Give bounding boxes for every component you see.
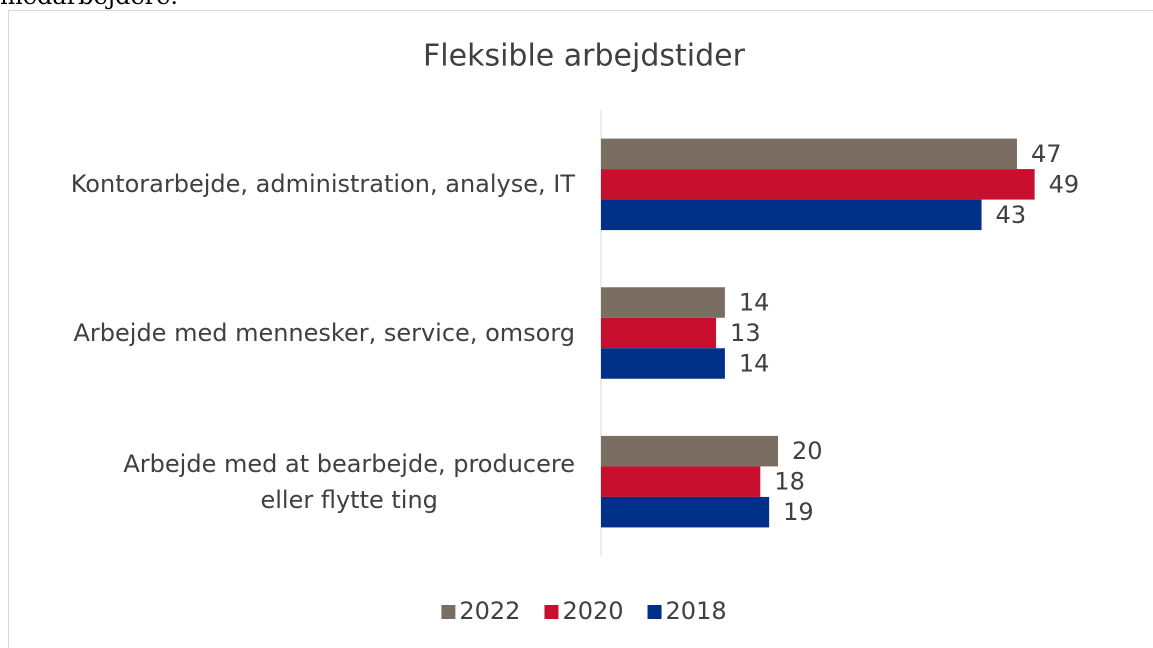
- bar: [601, 466, 761, 497]
- legend-label: 2020: [562, 597, 623, 625]
- bar: [601, 169, 1035, 200]
- category-label: Arbejde med mennesker, service, omsorg: [73, 319, 575, 347]
- legend-label: 2022: [459, 597, 520, 625]
- bar: [601, 317, 717, 349]
- legend-swatch: [544, 605, 559, 619]
- text-above: medarbejdere.: [0, 0, 178, 10]
- value-label: 47: [1031, 140, 1062, 168]
- chart-title: Fleksible arbejdstider: [423, 39, 746, 74]
- legend-swatch: [647, 605, 662, 619]
- bar: [601, 435, 778, 467]
- chart-frame: [8, 10, 1153, 648]
- value-label: 19: [783, 498, 814, 526]
- bar: [601, 199, 982, 231]
- category-label: Arbejde med at bearbejde, producere elle…: [123, 449, 575, 514]
- legend-swatch: [441, 605, 456, 619]
- value-label: 13: [730, 319, 761, 347]
- value-label: 20: [792, 437, 823, 465]
- value-label: 14: [739, 350, 770, 378]
- bar: [601, 138, 1017, 170]
- legend-label: 2018: [666, 597, 727, 625]
- category-label: Kontorarbejde, administration, analyse, …: [70, 170, 575, 199]
- bar: [601, 496, 770, 528]
- value-label: 43: [996, 201, 1027, 229]
- bar: [601, 287, 725, 318]
- bar: [601, 348, 725, 379]
- value-label: 18: [774, 468, 805, 496]
- value-label: 14: [739, 289, 770, 317]
- value-label: 49: [1049, 170, 1080, 198]
